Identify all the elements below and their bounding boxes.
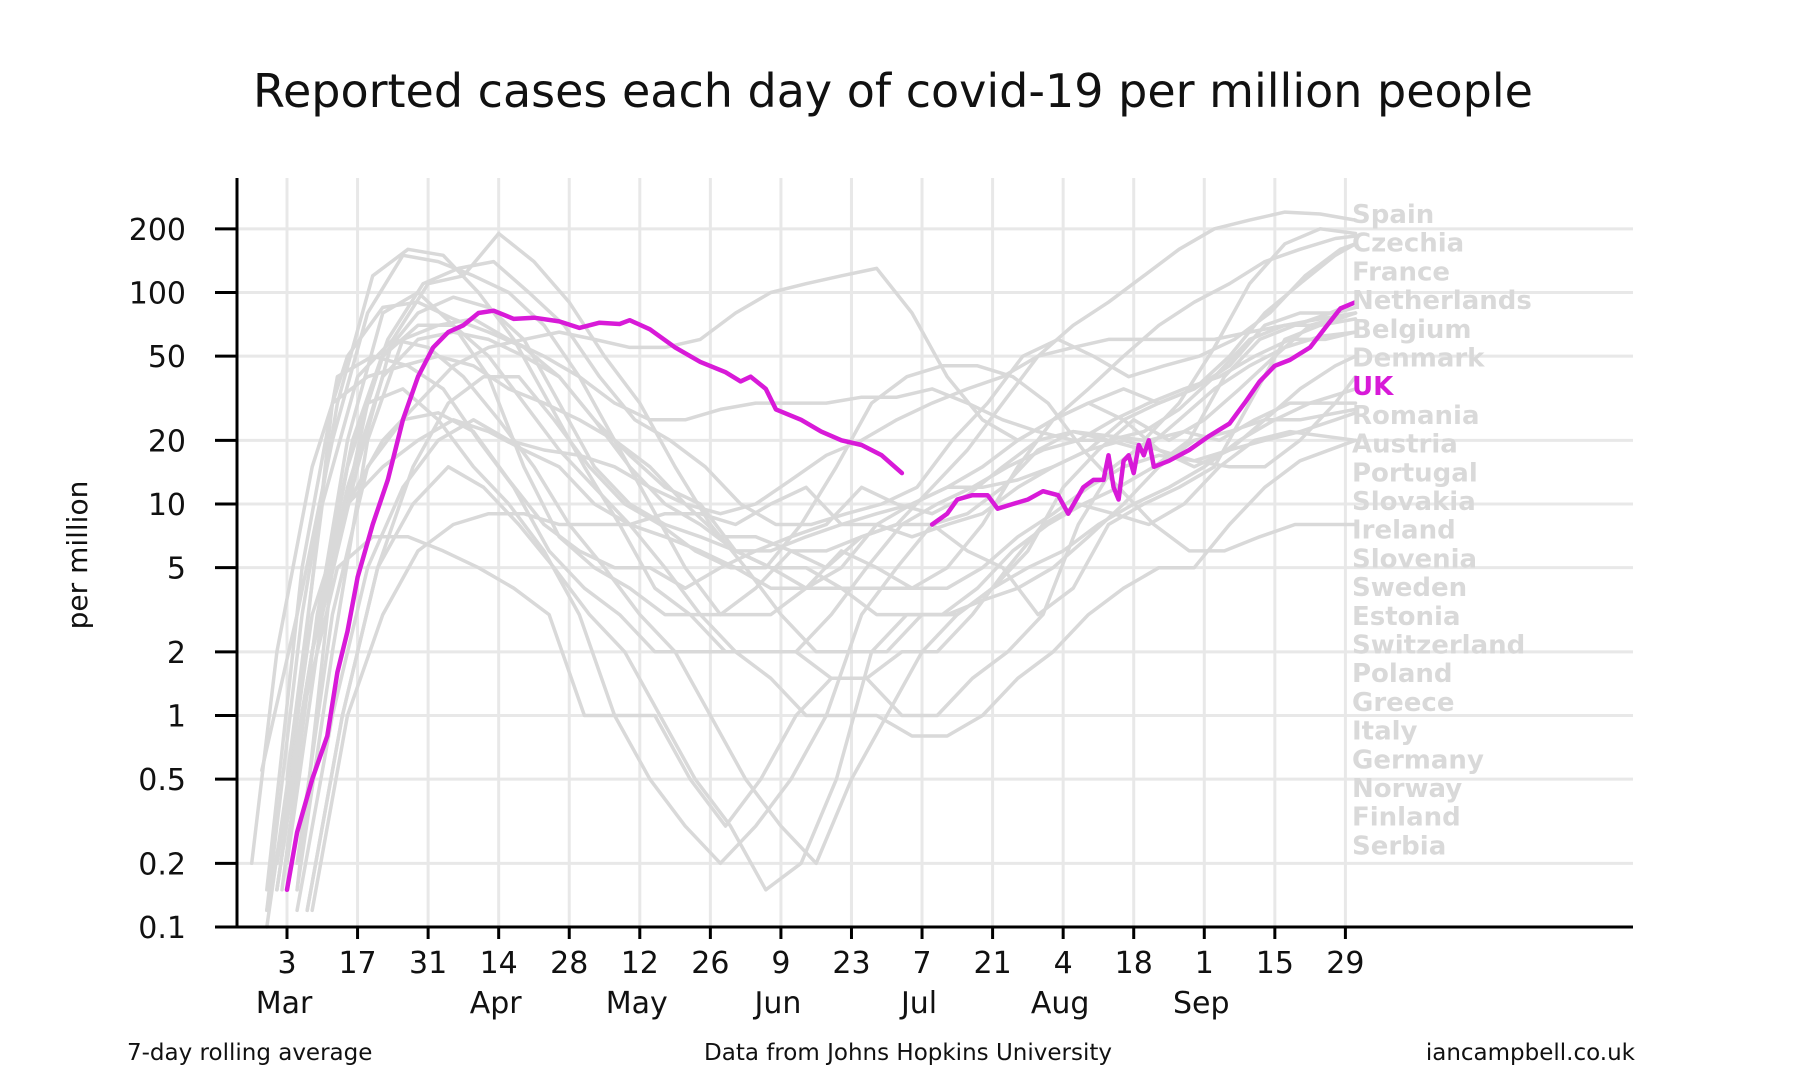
legend-item-netherlands: Netherlands bbox=[1352, 286, 1532, 316]
legend-item-france: France bbox=[1352, 257, 1450, 287]
x-tick-label: 9 bbox=[771, 946, 790, 981]
series-line-belgium bbox=[280, 242, 1358, 892]
x-month-label: Apr bbox=[470, 986, 523, 1021]
highlight-series bbox=[284, 299, 1358, 893]
series-line-uk bbox=[929, 299, 1358, 527]
y-tick-label: 200 bbox=[129, 213, 186, 248]
legend-item-czechia: Czechia bbox=[1352, 229, 1464, 259]
x-tick-label: 14 bbox=[480, 946, 518, 981]
y-tick-label: 0.1 bbox=[138, 911, 186, 946]
legend-item-norway: Norway bbox=[1352, 774, 1462, 804]
footer-source: Data from Johns Hopkins University bbox=[704, 1040, 1112, 1066]
footer-credit: iancampbell.co.uk bbox=[1426, 1040, 1636, 1066]
x-month-label: May bbox=[606, 986, 668, 1021]
legend-item-portugal: Portugal bbox=[1352, 458, 1478, 488]
legend: SpainCzechiaFranceNetherlandsBelgiumDenm… bbox=[1352, 200, 1532, 861]
legend-item-denmark: Denmark bbox=[1352, 344, 1485, 374]
x-month-label: Aug bbox=[1031, 986, 1090, 1021]
x-tick-label: 31 bbox=[409, 946, 447, 981]
series-line-greece bbox=[265, 401, 1358, 913]
legend-item-ireland: Ireland bbox=[1352, 516, 1456, 546]
x-tick-label: 15 bbox=[1256, 946, 1294, 981]
legend-item-italy: Italy bbox=[1352, 717, 1418, 747]
series-line-sweden bbox=[275, 266, 1358, 866]
x-tick-label: 3 bbox=[277, 946, 296, 981]
footer-note: 7-day rolling average bbox=[127, 1040, 372, 1066]
y-tick-label: 0.2 bbox=[138, 847, 186, 882]
x-tick-label: 21 bbox=[974, 946, 1012, 981]
series-line-romania bbox=[295, 311, 1358, 913]
series-line-estonia bbox=[285, 337, 1358, 866]
y-tick-label: 0.5 bbox=[138, 763, 186, 798]
legend-item-greece: Greece bbox=[1352, 688, 1454, 718]
x-tick-label: 18 bbox=[1115, 946, 1153, 981]
x-tick-label: 23 bbox=[832, 946, 870, 981]
x-tick-label: 17 bbox=[338, 946, 376, 981]
legend-item-slovenia: Slovenia bbox=[1352, 544, 1477, 574]
series-line-france bbox=[275, 234, 1358, 892]
x-tick-label: 1 bbox=[1195, 946, 1214, 981]
y-tick-label: 1 bbox=[167, 700, 186, 735]
legend-item-romania: Romania bbox=[1352, 401, 1480, 431]
series-line-poland bbox=[310, 374, 1358, 913]
x-month-label: Sep bbox=[1173, 986, 1230, 1021]
series-line-norway bbox=[265, 354, 1358, 892]
x-month-label: Jun bbox=[752, 986, 801, 1021]
legend-item-uk: UK bbox=[1352, 372, 1394, 402]
series-line-ireland bbox=[285, 231, 1358, 866]
y-tick-labels: 0.1 0.2 0.5 1 2 5 10 20 50 100 200 bbox=[129, 213, 186, 946]
y-tick-label: 20 bbox=[148, 424, 186, 459]
y-tick-label: 2 bbox=[167, 636, 186, 671]
legend-item-spain: Spain bbox=[1352, 200, 1434, 230]
series-line-slovakia bbox=[305, 300, 1358, 913]
series-line-denmark bbox=[265, 330, 1358, 929]
y-tick-label: 100 bbox=[129, 277, 186, 312]
legend-item-switzerland: Switzerland bbox=[1352, 631, 1525, 661]
x-tick-label: 12 bbox=[621, 946, 659, 981]
series-line-serbia bbox=[305, 364, 1358, 913]
y-axis-label: per million bbox=[61, 481, 94, 630]
x-tick-label: 28 bbox=[550, 946, 588, 981]
x-month-label: Mar bbox=[256, 986, 313, 1021]
legend-item-austria: Austria bbox=[1352, 430, 1458, 460]
x-tick-label: 4 bbox=[1054, 946, 1073, 981]
x-tick-label: 7 bbox=[912, 946, 931, 981]
legend-item-serbia: Serbia bbox=[1352, 831, 1446, 861]
axes bbox=[215, 178, 1633, 939]
x-tick-labels: 3 Mar 17 31 14 Apr 28 12 May 26 9 Jun 23 7 Jul 21 4 Aug 18… bbox=[256, 946, 1365, 1021]
legend-item-sweden: Sweden bbox=[1352, 573, 1467, 603]
series-line-uk bbox=[284, 308, 905, 893]
x-month-label: Jul bbox=[899, 986, 937, 1021]
series-line-netherlands bbox=[275, 242, 1358, 866]
x-tick-label: 26 bbox=[691, 946, 729, 981]
series-line-switzerland bbox=[265, 247, 1358, 913]
series-line-czechia bbox=[295, 227, 1358, 866]
series-line-spain bbox=[260, 210, 1358, 773]
y-tick-label: 5 bbox=[167, 552, 186, 587]
series-line-germany bbox=[275, 323, 1358, 866]
y-tick-label: 10 bbox=[148, 488, 186, 523]
background-series bbox=[249, 210, 1358, 929]
legend-item-finland: Finland bbox=[1352, 803, 1461, 833]
chart-title: Reported cases each day of covid-19 per … bbox=[253, 64, 1533, 118]
legend-item-belgium: Belgium bbox=[1352, 315, 1472, 345]
series-line-finland bbox=[275, 418, 1358, 892]
legend-item-germany: Germany bbox=[1352, 745, 1484, 775]
y-tick-label: 50 bbox=[148, 340, 186, 375]
legend-item-estonia: Estonia bbox=[1352, 602, 1461, 632]
legend-item-poland: Poland bbox=[1352, 659, 1453, 689]
x-tick-label: 29 bbox=[1326, 946, 1364, 981]
series-line-italy bbox=[249, 300, 1358, 866]
legend-item-slovakia: Slovakia bbox=[1352, 487, 1476, 517]
